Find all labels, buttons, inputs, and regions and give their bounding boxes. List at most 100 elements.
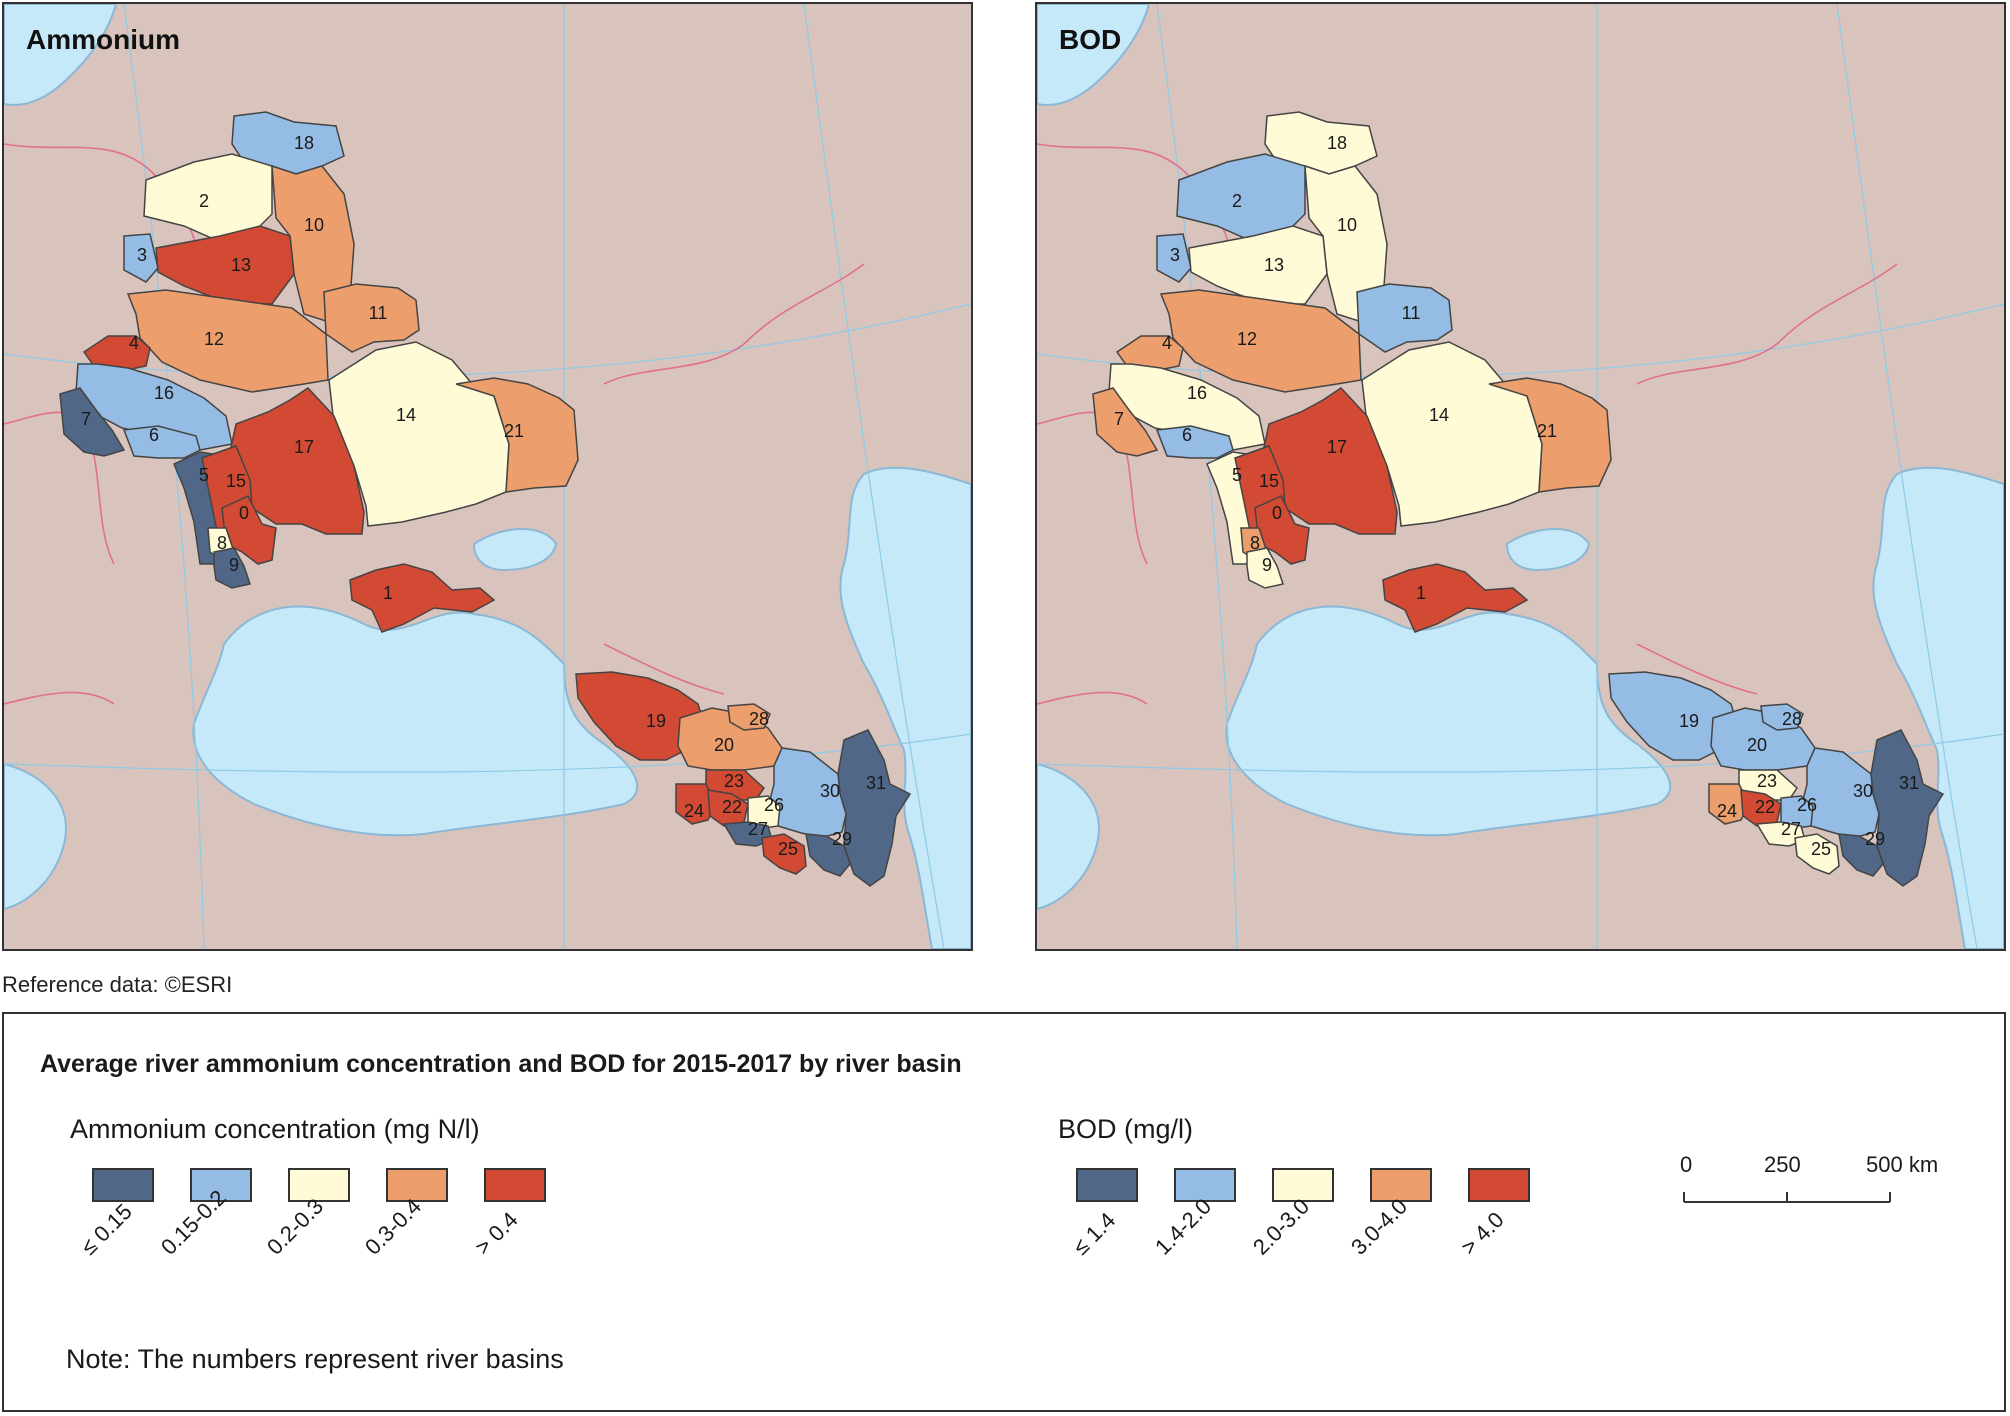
bod-basin-3 xyxy=(1156,233,1192,283)
bod-basin-24 xyxy=(1708,783,1750,825)
bod-basin-label: 26 xyxy=(1797,795,1817,815)
bod-swatch-0 xyxy=(1076,1168,1138,1202)
ammonium-basin-14 xyxy=(328,341,510,527)
legend-box: Average river ammonium concentration and… xyxy=(2,1012,2006,1412)
bod-legend-heading: BOD (mg/l) xyxy=(1058,1114,1193,1144)
ammonium-class-label: ≤ 0.15 xyxy=(76,1198,137,1260)
bod-basin-label: 21 xyxy=(1537,421,1557,441)
ammonium-swatch-1 xyxy=(190,1168,252,1202)
ammonium-basin-label: 15 xyxy=(226,471,246,491)
ammonium-basin-28 xyxy=(727,703,771,731)
ammonium-map-title: Ammonium xyxy=(26,24,180,55)
ammonium-basins xyxy=(59,111,912,887)
bod-class-label: 2.0-3.0 xyxy=(1248,1193,1315,1260)
ammonium-basin-label: 22 xyxy=(722,797,742,817)
ammonium-basin-label: 29 xyxy=(832,829,852,849)
ammonium-legend-heading: Ammonium concentration (mg N/l) xyxy=(70,1114,480,1144)
bod-basin-label: 5 xyxy=(1232,465,1242,485)
bod-basin-2 xyxy=(1176,153,1306,241)
ammonium-basin-label: 12 xyxy=(204,329,224,349)
ammonium-map: 18 2 10 3 13 11 12 4 16 7 6 14 21 17 5 15 0 8 9 1 19 20 28 31 30… xyxy=(2,2,973,951)
bod-basin-label: 18 xyxy=(1327,133,1347,153)
bod-class-label: 1.4-2.0 xyxy=(1150,1193,1217,1260)
sea-of-azov xyxy=(1505,528,1591,572)
caspian-sea xyxy=(839,466,971,949)
graticule-line xyxy=(4,733,971,773)
ammonium-basin-label: 18 xyxy=(294,133,314,153)
bod-swatch-4 xyxy=(1468,1168,1530,1202)
ammonium-basin-label: 23 xyxy=(724,771,744,791)
ammonium-basin-label: 27 xyxy=(748,819,768,839)
ammonium-basin-label: 7 xyxy=(81,409,91,429)
ammonium-swatch-2 xyxy=(288,1168,350,1202)
ammonium-basin-9 xyxy=(213,547,251,589)
bod-basin-29 xyxy=(1838,833,1884,877)
country-border xyxy=(1636,643,1758,695)
ammonium-basin-25 xyxy=(761,833,807,875)
bod-basin-label: 9 xyxy=(1262,555,1272,575)
ammonium-basin-label: 28 xyxy=(749,709,769,729)
ammonium-basin-label: 25 xyxy=(778,839,798,859)
reference-data-credit: Reference data: ©ESRI xyxy=(2,972,233,997)
graticule-line xyxy=(123,4,205,949)
ammonium-basin-label: 2 xyxy=(199,191,209,211)
ammonium-basin-label: 30 xyxy=(820,781,840,801)
graticule-line xyxy=(1836,4,1978,949)
ammonium-basin-21 xyxy=(455,377,579,493)
bod-swatch-3 xyxy=(1370,1168,1432,1202)
bod-basin-7 xyxy=(1092,387,1159,457)
ammonium-basin-label: 21 xyxy=(504,421,524,441)
ammonium-basin-labels: 18 2 10 3 13 11 12 4 16 7 6 14 21 17 5 15 089 1 19 20 28 31 30… xyxy=(81,133,886,859)
bod-basin-label: 15 xyxy=(1259,471,1279,491)
baltic-sea xyxy=(1037,4,1151,106)
ammonium-basin-label: 14 xyxy=(396,405,416,425)
bod-basin-25 xyxy=(1794,833,1840,875)
bod-basin-label: 16 xyxy=(1187,383,1207,403)
bod-map-title: BOD xyxy=(1059,24,1122,55)
ammonium-basin-6 xyxy=(122,425,201,459)
bod-basin-label: 11 xyxy=(1402,303,1421,323)
basemap xyxy=(4,4,971,949)
bod-basin-21 xyxy=(1488,377,1612,493)
bod-basin-label: 3 xyxy=(1170,245,1180,265)
baltic-sea xyxy=(4,4,118,106)
bod-basins xyxy=(1092,111,1945,887)
country-border xyxy=(1037,691,1148,705)
ammonium-basin-label: 6 xyxy=(149,425,159,445)
bod-map-svg: 18 2 10 3 13 11 12 4 16 7 6 14 21 17 5 15 089 1 19 20 28 31 30… xyxy=(1037,4,2004,949)
ammonium-class-label: > 0.4 xyxy=(470,1206,523,1260)
ammonium-basin-label: 31 xyxy=(866,773,886,793)
aegean-sea xyxy=(4,762,67,911)
bod-basin-1 xyxy=(1382,563,1529,633)
bod-basin-label: 24 xyxy=(1717,801,1737,821)
bod-basin-28 xyxy=(1760,703,1804,731)
ammonium-basin-label: 5 xyxy=(199,465,209,485)
ammonium-basin-2 xyxy=(143,153,273,241)
bod-basin-label: 30 xyxy=(1853,781,1873,801)
bod-class-label: > 4.0 xyxy=(1456,1206,1509,1260)
ammonium-basin-label: 19 xyxy=(646,711,666,731)
bod-basin-label: 0 xyxy=(1272,503,1282,523)
country-border xyxy=(4,691,115,705)
ammonium-basin-label: 13 xyxy=(231,255,251,275)
black-sea xyxy=(1225,605,1672,837)
bod-basin-13 xyxy=(1188,225,1328,305)
ammonium-basin-label: 10 xyxy=(304,215,324,235)
scale-tick-250: 250 xyxy=(1764,1152,1801,1177)
bod-basin-label: 22 xyxy=(1755,797,1775,817)
bod-basin-label: 23 xyxy=(1757,771,1777,791)
ammonium-basin-label: 17 xyxy=(294,437,314,457)
ammonium-basin-29 xyxy=(805,833,851,877)
ammonium-basin-label: 16 xyxy=(154,383,174,403)
bod-basin-label: 31 xyxy=(1899,773,1919,793)
bod-basin-label: 17 xyxy=(1327,437,1347,457)
ammonium-basin-13 xyxy=(155,225,295,305)
graticule-line xyxy=(1156,4,1238,949)
ammonium-basin-label: 4 xyxy=(129,333,139,353)
bod-basin-label: 25 xyxy=(1811,839,1831,859)
bod-basin-6 xyxy=(1155,425,1234,459)
ammonium-basin-7 xyxy=(59,387,126,457)
caspian-sea xyxy=(1872,466,2004,949)
ammonium-swatch-4 xyxy=(484,1168,546,1202)
ammonium-basin-1 xyxy=(349,563,496,633)
